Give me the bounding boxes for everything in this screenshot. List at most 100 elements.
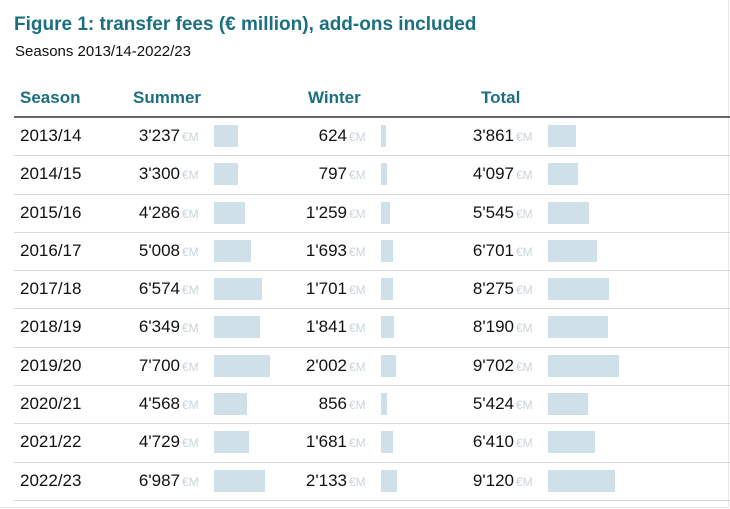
- summer-value: 3'237: [138, 126, 180, 145]
- summer-value: 7'700: [138, 355, 180, 375]
- winter-bar: [381, 469, 397, 492]
- table-row: 2014/15 3'300 €M 797 €M 4'097 €M: [14, 156, 730, 195]
- table-row: 2021/22 4'729 €M 1'681 €M 6'410 €M: [14, 424, 730, 463]
- winter-bar: [381, 239, 394, 262]
- winter-value: 1'701: [305, 279, 347, 299]
- winter-unit-label: €M: [349, 283, 366, 298]
- summer-bar: [214, 431, 249, 454]
- winter-value: 624: [318, 126, 347, 145]
- season-cell: 2013/14: [20, 126, 82, 145]
- total-bar: [548, 316, 608, 339]
- summer-value: 5'008: [138, 240, 180, 260]
- table-row: 2013/14 3'237 €M 624 €M 3'861 €M: [14, 118, 730, 157]
- summer-unit-label: €M: [182, 321, 199, 336]
- summer-value: 6'987: [138, 470, 180, 490]
- winter-bar: [381, 354, 396, 377]
- winter-bar: [381, 393, 388, 416]
- total-bar: [548, 469, 615, 492]
- total-unit-label: €M: [516, 244, 533, 259]
- summer-value: 4'729: [138, 432, 180, 452]
- column-header-winter: Winter: [308, 88, 361, 107]
- winter-unit-label: €M: [349, 398, 366, 413]
- total-unit-label: €M: [516, 130, 533, 144]
- table-body: 2013/14 3'237 €M 624 €M 3'861 €M 2014/15 3'300 €M…: [14, 118, 730, 501]
- season-cell: 2018/19: [20, 317, 82, 337]
- winter-unit-label: €M: [349, 474, 366, 489]
- total-unit-label: €M: [516, 436, 533, 451]
- figure-title: Figure 1: transfer fees (€ million), add…: [14, 14, 477, 35]
- total-unit-label: €M: [516, 283, 533, 298]
- summer-unit-label: €M: [182, 359, 199, 374]
- total-value: 9'702: [472, 355, 514, 375]
- summer-bar: [214, 163, 239, 186]
- winter-value: 2'133: [305, 470, 347, 490]
- winter-bar: [381, 316, 395, 339]
- season-cell: 2017/18: [20, 279, 82, 299]
- total-unit-label: €M: [516, 474, 533, 489]
- column-header-summer: Summer: [133, 88, 202, 107]
- figure-subtitle: Seasons 2013/14-2022/23: [15, 43, 191, 60]
- winter-unit-label: €M: [349, 321, 366, 336]
- table-row: 2015/16 4'286 €M 1'259 €M 5'545 €M: [14, 195, 730, 233]
- season-cell: 2016/17: [20, 240, 82, 260]
- winter-bar: [381, 201, 391, 224]
- table-row: 2020/21 4'568 €M 856 €M 5'424 €M: [14, 386, 730, 425]
- total-bar: [548, 239, 598, 262]
- winter-bar: [381, 125, 386, 147]
- total-bar: [548, 393, 588, 416]
- winter-bar: [381, 163, 387, 186]
- total-unit-label: €M: [516, 359, 533, 374]
- table-row: 2016/17 5'008 €M 1'693 €M 6'701 €M: [14, 233, 730, 272]
- winter-value: 1'259: [305, 202, 347, 222]
- summer-bar: [214, 125, 238, 147]
- winter-bar: [381, 431, 394, 454]
- winter-unit-label: €M: [349, 436, 366, 451]
- summer-bar: [214, 316, 261, 339]
- summer-bar: [214, 354, 271, 377]
- total-unit-label: €M: [516, 168, 533, 183]
- total-value: 6'410: [472, 432, 514, 452]
- summer-bar: [214, 278, 263, 301]
- table-row: 2018/19 6'349 €M 1'841 €M 8'190 €M: [14, 309, 730, 348]
- table-row: 2022/23 6'987 €M 2'133 €M 9'120 €M: [14, 463, 730, 501]
- total-value: 5'424: [472, 394, 514, 414]
- summer-bar: [214, 469, 266, 492]
- season-cell: 2022/23: [20, 470, 82, 490]
- summer-value: 3'300: [138, 164, 180, 184]
- summer-unit-label: €M: [182, 436, 199, 451]
- total-bar: [548, 278, 609, 301]
- winter-value: 1'693: [305, 240, 347, 260]
- winter-bar: [381, 278, 394, 301]
- winter-unit-label: €M: [349, 359, 366, 374]
- winter-value: 797: [318, 164, 347, 184]
- total-value: 8'190: [472, 317, 514, 337]
- season-cell: 2021/22: [20, 432, 82, 452]
- winter-unit-label: €M: [349, 244, 366, 259]
- total-value: 6'701: [472, 240, 514, 260]
- summer-unit-label: €M: [182, 168, 199, 183]
- total-value: 3'861: [472, 126, 514, 145]
- total-unit-label: €M: [516, 321, 533, 336]
- season-cell: 2019/20: [20, 355, 82, 375]
- total-bar: [548, 163, 578, 186]
- total-bar: [548, 125, 577, 147]
- winter-value: 1'681: [305, 432, 347, 452]
- summer-unit-label: €M: [182, 398, 199, 413]
- total-unit-label: €M: [516, 206, 533, 221]
- total-value: 5'545: [472, 202, 514, 222]
- total-unit-label: €M: [516, 398, 533, 413]
- column-header-season: Season: [20, 88, 81, 107]
- summer-unit-label: €M: [182, 244, 199, 259]
- winter-unit-label: €M: [349, 168, 366, 183]
- season-cell: 2015/16: [20, 202, 82, 222]
- total-value: 8'275: [472, 279, 514, 299]
- summer-value: 6'349: [138, 317, 180, 337]
- total-value: 4'097: [472, 164, 514, 184]
- summer-unit-label: €M: [182, 283, 199, 298]
- total-bar: [548, 431, 595, 454]
- winter-value: 2'002: [305, 355, 347, 375]
- summer-value: 4'568: [138, 394, 180, 414]
- table-row: 2017/18 6'574 €M 1'701 €M 8'275 €M: [14, 271, 730, 310]
- table-row: 2019/20 7'700 €M 2'002 €M 9'702 €M: [14, 348, 730, 387]
